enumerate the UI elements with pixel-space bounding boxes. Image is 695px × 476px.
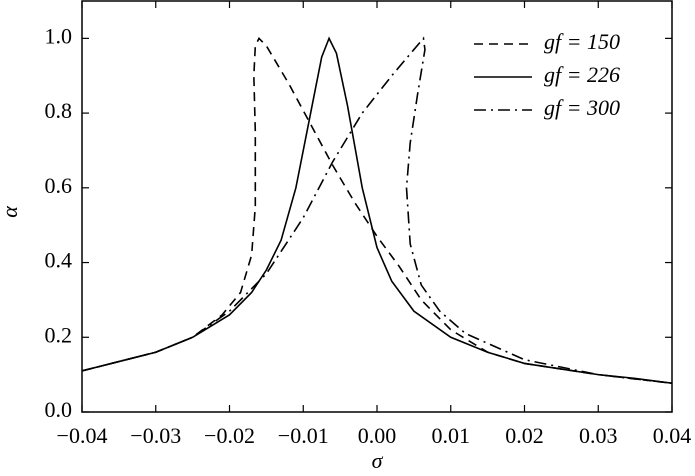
y-tick-label: 1.0 xyxy=(45,23,73,48)
x-tick-label: −0.03 xyxy=(130,423,181,448)
series-line xyxy=(81,36,673,385)
series-line xyxy=(81,36,673,385)
legend-label: gf = 226 xyxy=(544,62,620,87)
x-tick-label: −0.04 xyxy=(57,423,108,448)
x-tick-label: −0.02 xyxy=(204,423,255,448)
legend-label: gf = 150 xyxy=(544,29,620,54)
y-tick-label: 0.2 xyxy=(45,322,73,347)
x-tick-label: 0.00 xyxy=(358,423,397,448)
legend-label: gf = 300 xyxy=(544,95,620,120)
y-tick-label: 0.0 xyxy=(45,397,73,422)
y-tick-label: 0.6 xyxy=(45,173,73,198)
x-tick-label: 0.02 xyxy=(505,423,544,448)
x-tick-label: 0.01 xyxy=(432,423,471,448)
y-tick-label: 0.4 xyxy=(45,248,73,273)
y-tick-label: 0.8 xyxy=(45,98,73,123)
x-tick-label: −0.01 xyxy=(278,423,329,448)
y-axis-label: α xyxy=(0,206,22,218)
x-tick-label: 0.03 xyxy=(579,423,618,448)
series-line xyxy=(81,36,673,385)
x-tick-label: 0.04 xyxy=(653,423,692,448)
x-axis-label: σ xyxy=(372,448,384,473)
